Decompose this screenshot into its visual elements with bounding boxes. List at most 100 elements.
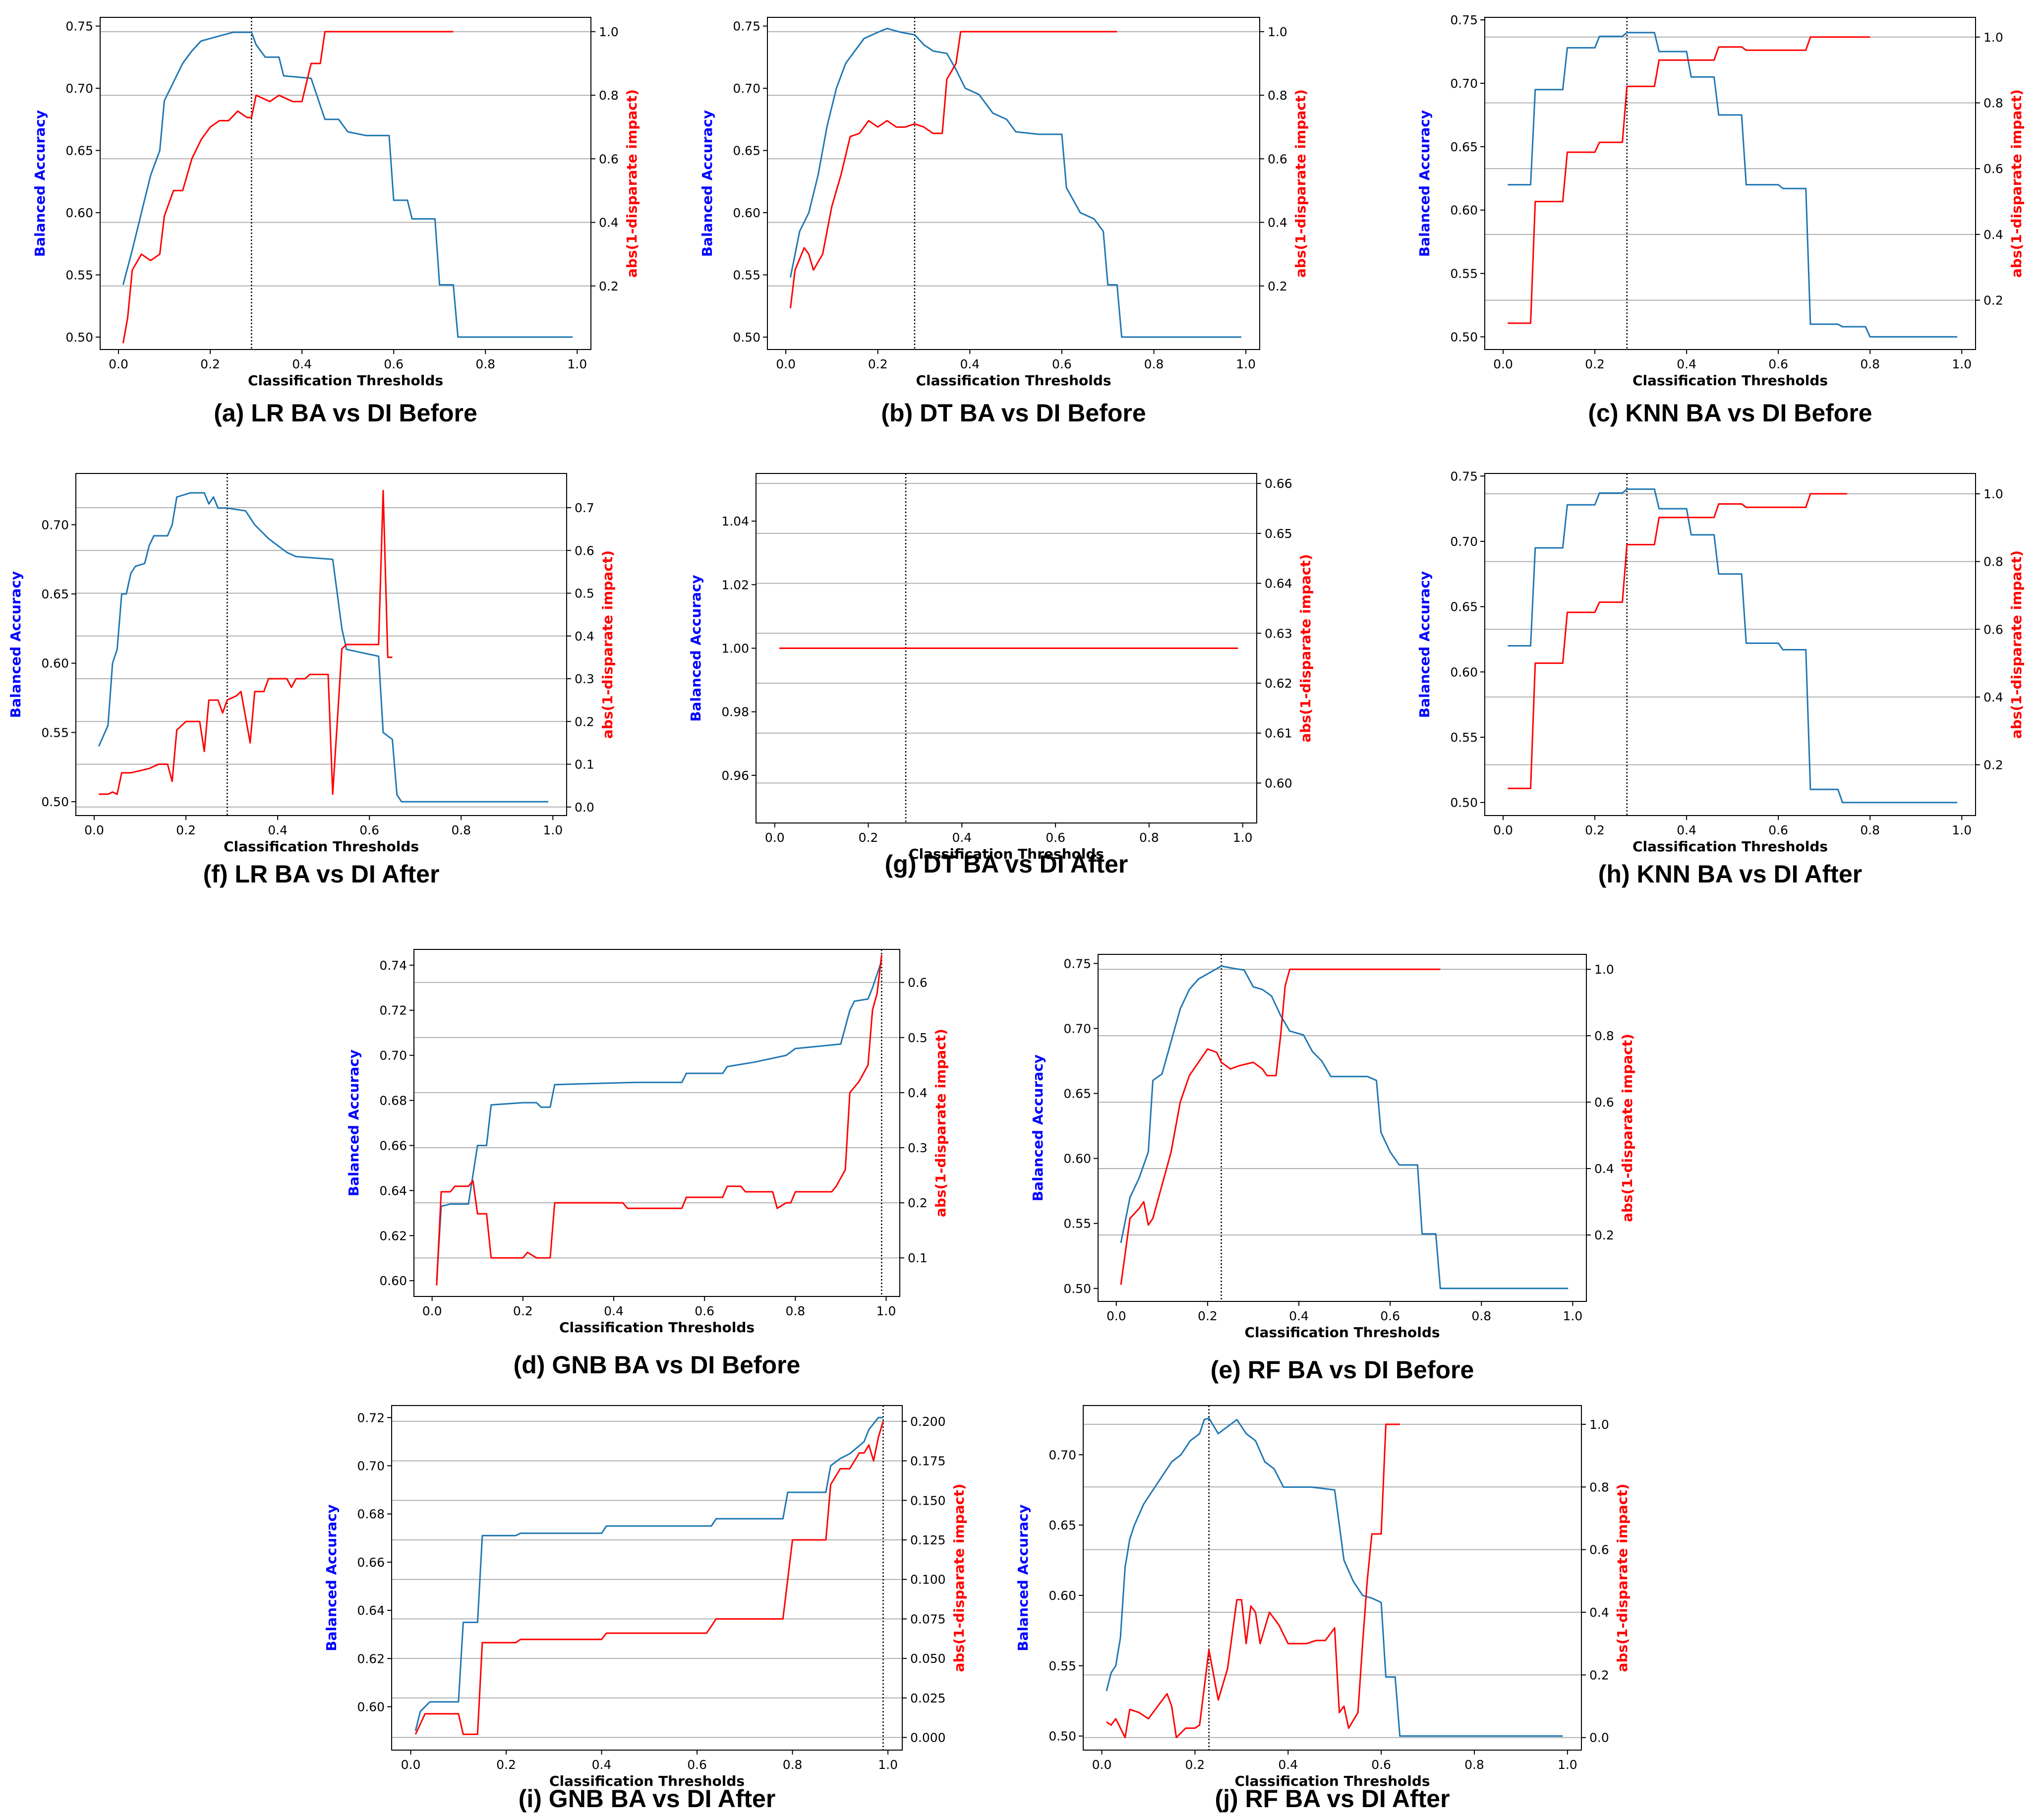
y2-tick-label-e-2: 0.6: [1594, 1095, 1614, 1110]
y-tick-label-g-3: 1.02: [721, 578, 749, 592]
x-tick-label-a-2: 0.4: [292, 357, 312, 371]
y-tick-label-j-2: 0.60: [1049, 1588, 1076, 1603]
y2-axis-label-g: abs(1-disparate impact): [1297, 554, 1314, 742]
y2-tick-label-a-0: 0.2: [599, 279, 619, 294]
balanced-accuracy-line-h: [1508, 488, 1957, 804]
y2-tick-label-i-8: 0.200: [910, 1414, 946, 1429]
y2-tick-label-f-0: 0.0: [575, 800, 594, 815]
y2-tick-label-e-4: 1.0: [1594, 962, 1614, 977]
x-tick-label-c-2: 0.4: [1677, 357, 1696, 371]
y2-tick-label-i-1: 0.025: [910, 1691, 946, 1705]
x-tick-label-f-3: 0.6: [359, 823, 379, 837]
y2-axis-label-e: abs(1-disparate impact): [1619, 1034, 1635, 1222]
y-tick-label-c-1: 0.55: [1450, 267, 1478, 281]
caption-i: (i) GNB BA vs DI After: [519, 1785, 776, 1813]
x-tick-label-a-0: 0.0: [109, 357, 128, 371]
x-tick-label-d-5: 1.0: [876, 1304, 896, 1318]
y-tick-label-g-1: 0.98: [721, 705, 749, 719]
y-tick-label-f-2: 0.60: [41, 656, 69, 671]
caption-j: (j) RF BA vs DI After: [1215, 1785, 1450, 1813]
x-tick-label-h-1: 0.2: [1585, 823, 1605, 837]
y-tick-label-e-3: 0.65: [1063, 1087, 1091, 1101]
y2-tick-label-g-6: 0.66: [1265, 476, 1292, 491]
y-tick-label-j-3: 0.65: [1049, 1518, 1076, 1532]
x-tick-label-f-5: 1.0: [543, 823, 563, 837]
y-tick-label-f-3: 0.65: [41, 587, 69, 601]
x-tick-label-c-4: 0.8: [1860, 357, 1880, 371]
y-tick-label-c-2: 0.60: [1450, 203, 1478, 218]
x-tick-label-d-2: 0.4: [604, 1304, 624, 1318]
y2-tick-label-c-2: 0.6: [1983, 162, 2003, 176]
x-tick-label-g-0: 0.0: [765, 830, 785, 845]
chart-a: 0.0 0.2 0.4 0.6 0.8 1.0 0.50 0.55 0.60 0.65 0.70 0.…: [32, 17, 640, 427]
x-tick-label-b-5: 1.0: [1236, 357, 1256, 371]
x-tick-label-h-2: 0.4: [1677, 823, 1696, 837]
y-tick-label-c-3: 0.65: [1450, 140, 1478, 154]
y2-tick-label-j-3: 0.6: [1589, 1543, 1609, 1557]
plot-frame-h: [1484, 473, 1976, 816]
x-axis-label-a: Classification Thresholds: [248, 372, 443, 389]
y-tick-label-h-4: 0.70: [1450, 534, 1478, 549]
chart-i: 0.0 0.2 0.4 0.6 0.8 1.0 0.60 0.62 0.64 0.66 0.68 0.…: [323, 1405, 967, 1813]
y2-tick-label-a-4: 1.0: [599, 25, 619, 39]
disparate-impact-line-d: [436, 954, 882, 1286]
x-axis-label-h: Classification Thresholds: [1632, 838, 1828, 855]
y-tick-label-f-4: 0.70: [41, 518, 69, 532]
y-tick-label-d-6: 0.72: [379, 1003, 407, 1018]
y2-tick-label-j-4: 0.8: [1589, 1480, 1609, 1494]
y2-tick-label-h-2: 0.6: [1983, 622, 2003, 637]
y-tick-label-h-3: 0.65: [1450, 600, 1478, 614]
y-tick-label-b-1: 0.55: [733, 268, 760, 282]
y-tick-label-i-6: 0.72: [357, 1410, 385, 1425]
x-tick-label-g-2: 0.4: [952, 830, 972, 845]
x-tick-label-i-2: 0.4: [592, 1758, 612, 1772]
y2-axis-label-b: abs(1-disparate impact): [1292, 89, 1309, 278]
caption-b: (b) DT BA vs DI Before: [881, 399, 1146, 427]
x-axis-label-g: Classification Thresholds: [909, 846, 1104, 862]
y2-tick-label-j-2: 0.4: [1589, 1605, 1609, 1620]
y-axis-label-i: Balanced Accuracy: [323, 1504, 340, 1651]
y-tick-label-i-5: 0.70: [357, 1459, 385, 1473]
y2-tick-label-d-3: 0.4: [908, 1086, 928, 1100]
y2-tick-label-e-3: 0.8: [1594, 1029, 1614, 1043]
x-tick-label-c-1: 0.2: [1585, 357, 1605, 371]
disparate-impact-line-j: [1106, 1423, 1400, 1739]
y-axis-label-e: Balanced Accuracy: [1030, 1055, 1046, 1201]
chart-b: 0.0 0.2 0.4 0.6 0.8 1.0 0.50 0.55 0.60 0.65 0.70 0.…: [699, 17, 1309, 427]
y-tick-label-d-0: 0.60: [379, 1274, 407, 1288]
y-tick-label-j-1: 0.55: [1049, 1659, 1076, 1673]
y2-tick-label-h-1: 0.4: [1983, 690, 2003, 705]
y-axis-label-f: Balanced Accuracy: [7, 571, 24, 718]
y2-axis-label-h: abs(1-disparate impact): [2008, 550, 2025, 739]
y-tick-label-b-4: 0.70: [733, 81, 760, 96]
disparate-impact-line-i: [414, 1421, 884, 1735]
y-tick-label-i-0: 0.60: [357, 1700, 385, 1714]
balanced-accuracy-line-i: [414, 1416, 883, 1731]
x-tick-label-c-3: 0.6: [1768, 357, 1788, 371]
y2-tick-label-g-1: 0.61: [1265, 726, 1292, 741]
x-tick-label-i-4: 0.8: [783, 1758, 803, 1772]
x-tick-label-i-5: 1.0: [878, 1758, 898, 1772]
y-tick-label-f-0: 0.50: [41, 795, 69, 809]
x-tick-label-i-3: 0.6: [687, 1758, 707, 1772]
caption-a: (a) LR BA vs DI Before: [214, 399, 477, 427]
y-tick-label-d-5: 0.70: [379, 1049, 407, 1063]
x-tick-label-f-0: 0.0: [84, 823, 104, 837]
x-tick-label-e-4: 0.8: [1471, 1309, 1491, 1323]
y2-tick-label-a-1: 0.4: [599, 216, 619, 230]
x-tick-label-b-1: 0.2: [868, 357, 888, 371]
y2-tick-label-f-7: 0.7: [575, 501, 594, 515]
x-tick-label-h-0: 0.0: [1493, 823, 1513, 837]
x-tick-label-b-4: 0.8: [1144, 357, 1164, 371]
y-tick-label-d-7: 0.74: [379, 958, 407, 973]
y-tick-label-d-3: 0.66: [379, 1138, 407, 1153]
y2-tick-label-h-4: 1.0: [1983, 487, 2003, 501]
y2-tick-label-i-0: 0.000: [910, 1730, 946, 1745]
x-tick-label-b-3: 0.6: [1052, 357, 1072, 371]
y-axis-label-g: Balanced Accuracy: [688, 575, 704, 721]
y-tick-label-g-2: 1.00: [721, 642, 749, 656]
plot-frame-i: [391, 1405, 903, 1751]
y-tick-label-h-2: 0.60: [1450, 665, 1478, 679]
y2-tick-label-c-0: 0.2: [1983, 293, 2003, 307]
y2-tick-label-g-4: 0.64: [1265, 577, 1292, 591]
